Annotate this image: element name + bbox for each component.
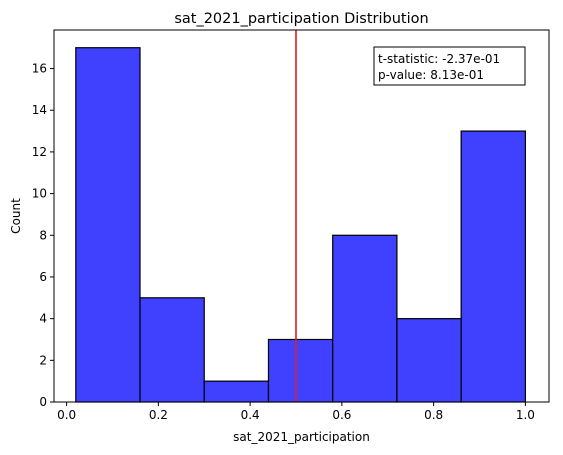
histogram-bar — [139, 297, 205, 403]
x-tick-label: 0.8 — [424, 408, 443, 422]
y-tick-label: 4 — [39, 312, 47, 326]
x-tick-label: 0.2 — [149, 408, 168, 422]
y-axis-ticks: 0 2 4 6 8 10 12 14 16 — [32, 62, 54, 409]
x-tick-label: 0.4 — [241, 408, 260, 422]
stats-annotation-box — [373, 46, 526, 86]
histogram-bar — [460, 130, 526, 403]
histogram-bar — [267, 338, 334, 403]
y-tick-label: 6 — [39, 270, 47, 284]
y-tick-label: 12 — [32, 145, 47, 159]
histogram-bar — [396, 318, 462, 403]
histogram-bar — [75, 47, 141, 403]
y-tick-label: 10 — [32, 187, 47, 201]
x-tick-label: 1.0 — [516, 408, 535, 422]
histogram-bar — [203, 380, 270, 403]
stats-annotation: t-statistic: -2.37e-01 p-value: 8.13e-01 — [373, 46, 526, 86]
x-axis-label: sat_2021_participation — [233, 430, 370, 444]
x-tick-label: 0.6 — [332, 408, 351, 422]
y-tick-label: 16 — [32, 62, 47, 76]
chart-title: sat_2021_participation Distribution — [174, 11, 428, 27]
bars-group — [75, 47, 526, 403]
t-statistic-text: t-statistic: -2.37e-01 — [378, 52, 500, 66]
histogram-bar — [332, 234, 398, 403]
y-tick-label: 8 — [39, 228, 47, 242]
y-axis-label: Count — [9, 198, 23, 234]
y-tick-label: 14 — [32, 103, 47, 117]
y-tick-label: 0 — [39, 395, 47, 409]
x-tick-label: 0.0 — [57, 408, 76, 422]
x-axis-ticks: 0.0 0.2 0.4 0.6 0.8 1.0 — [57, 402, 535, 422]
y-tick-label: 2 — [39, 353, 47, 367]
axes-frame — [53, 29, 550, 403]
p-value-text: p-value: 8.13e-01 — [378, 68, 484, 82]
